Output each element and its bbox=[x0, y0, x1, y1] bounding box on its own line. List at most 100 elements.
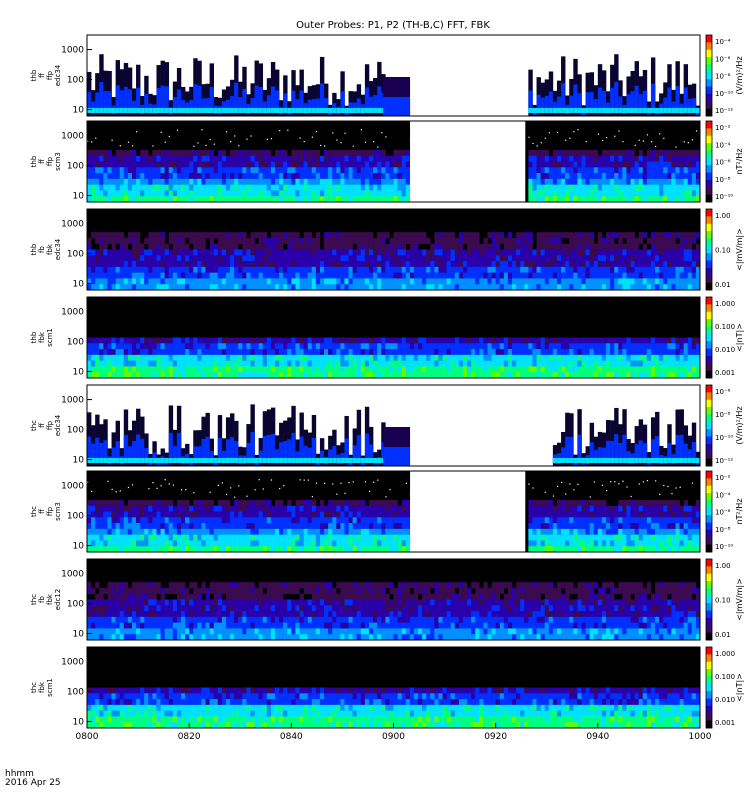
panel-4: 10 100 1000 thb fbk scm1 bbox=[30, 296, 701, 379]
colorbar-label: <|mV/m|> bbox=[735, 228, 744, 271]
panel-3: 10 100 1000 thb fb fbk edc34 bbox=[30, 208, 701, 291]
colorbar-tick-label: 0.10 bbox=[715, 597, 731, 605]
x-tick-label: 0840 bbox=[280, 732, 303, 742]
y-axis-label: ff bbox=[38, 159, 46, 164]
colorbar-tick-label: 0.100 bbox=[715, 323, 735, 331]
colorbar-tick-label: 10⁻⁴ bbox=[715, 141, 731, 149]
y-axis-label: thb bbox=[30, 69, 38, 81]
y-axis-label: thc bbox=[30, 420, 38, 431]
y-tick-label: 100 bbox=[67, 512, 84, 522]
colorbar-tick-label: 10⁻¹² bbox=[715, 457, 733, 465]
panel-7: 10 100 1000 thc fb fbk edc12 bbox=[30, 558, 701, 641]
y-tick-label: 10 bbox=[73, 630, 85, 640]
y-tick-label: 100 bbox=[67, 426, 84, 436]
x-tick-label: 0920 bbox=[484, 732, 507, 742]
y-axis-label: ffp bbox=[46, 506, 54, 516]
x-tick-label: 0800 bbox=[76, 732, 99, 742]
x-tick-label: 0940 bbox=[586, 732, 609, 742]
colorbar-4: 1.000 0.100 0.010 0.001 <|nT|> bbox=[705, 296, 744, 379]
colorbar-tick-label: 1.000 bbox=[715, 650, 735, 658]
y-axis-label: ff bbox=[38, 423, 46, 428]
y-tick-label: 10 bbox=[73, 368, 85, 378]
y-tick-label: 1000 bbox=[61, 482, 84, 492]
y-axis-label: scm1 bbox=[46, 328, 54, 347]
y-axis-label: thb bbox=[30, 331, 38, 343]
colorbar-tick-label: 10⁻⁴ bbox=[715, 491, 731, 499]
y-axis-label: fbk bbox=[38, 681, 46, 693]
y-tick-label: 1000 bbox=[61, 46, 84, 56]
panel-6: 10 100 1000 thc ff ffp scm3 bbox=[30, 470, 701, 553]
colorbar-tick-label: 1.00 bbox=[715, 212, 731, 220]
colorbar-tick-label: 10⁻⁸ bbox=[715, 73, 731, 81]
colorbar-tick-label: 10⁻⁸ bbox=[715, 526, 731, 534]
y-axis-label: thb bbox=[30, 155, 38, 167]
y-axis-label: scm3 bbox=[54, 502, 62, 521]
y-tick-label: 1000 bbox=[61, 308, 84, 318]
colorbar-tick-label: 0.01 bbox=[715, 631, 731, 639]
colorbar-label: <|mV/m|> bbox=[735, 578, 744, 621]
y-tick-label: 1000 bbox=[61, 220, 84, 230]
y-axis-label: edc34 bbox=[54, 64, 62, 86]
y-axis-label: edc34 bbox=[54, 414, 62, 436]
x-tick-label: 0900 bbox=[382, 732, 405, 742]
colorbar-tick-label: 0.010 bbox=[715, 696, 735, 704]
colorbar-tick-label: 10⁻⁴ bbox=[715, 38, 731, 46]
y-axis-label: fb bbox=[38, 245, 46, 252]
y-axis-label: thc bbox=[30, 594, 38, 605]
colorbar-tick-label: 0.001 bbox=[715, 369, 735, 377]
colorbar-label: (V/m)²/Hz bbox=[735, 56, 744, 94]
y-tick-label: 1000 bbox=[61, 396, 84, 406]
colorbar-tick-label: 10⁻¹⁰ bbox=[715, 543, 733, 551]
colorbar-3: 1.00 0.10 0.01 <|mV/m|> bbox=[705, 208, 744, 291]
colorbar-tick-label: 1.00 bbox=[715, 562, 731, 570]
colorbar-tick-label: 0.100 bbox=[715, 673, 735, 681]
y-tick-label: 10 bbox=[73, 192, 85, 202]
colorbar-tick-label: 10⁻⁶ bbox=[715, 55, 731, 63]
colorbar-label: nT²/Hz bbox=[735, 148, 744, 174]
y-axis-label: ff bbox=[38, 509, 46, 514]
colorbar-label: <|nT|> bbox=[735, 323, 744, 352]
panel-1: 10 100 1000 thb ff ffp edc34 bbox=[30, 34, 701, 117]
colorbar-tick-label: 0.01 bbox=[715, 281, 731, 289]
colorbar-7: 1.00 0.10 0.01 <|mV/m|> bbox=[705, 558, 744, 641]
y-axis-label: scm3 bbox=[54, 152, 62, 171]
y-tick-label: 100 bbox=[67, 162, 84, 172]
colorbar-tick-label: 10⁻¹⁰ bbox=[715, 193, 733, 201]
y-tick-label: 10 bbox=[73, 456, 85, 466]
y-tick-label: 10 bbox=[73, 718, 85, 728]
colorbar-tick-label: 0.010 bbox=[715, 346, 735, 354]
y-axis-label: fbk bbox=[46, 593, 54, 605]
y-axis-label: fb bbox=[38, 595, 46, 602]
colorbar-tick-label: 0.001 bbox=[715, 719, 735, 727]
y-axis-label: fbk bbox=[46, 243, 54, 255]
colorbar-6: 10⁻² 10⁻⁴ 10⁻⁶ 10⁻⁸ 10⁻¹⁰ nT²/Hz bbox=[705, 470, 744, 553]
colorbar-tick-label: 0.10 bbox=[715, 247, 731, 255]
colorbar-label: (V/m)²/Hz bbox=[735, 406, 744, 444]
time-format-label: hhmm bbox=[5, 769, 34, 779]
y-axis-label: scm1 bbox=[46, 678, 54, 697]
panel-2: 10 100 1000 thb ff ffp scm3 bbox=[30, 120, 701, 203]
y-axis-label: thc bbox=[30, 682, 38, 693]
y-tick-label: 100 bbox=[67, 250, 84, 260]
y-axis-label: thb bbox=[30, 243, 38, 255]
colorbar-tick-label: 10⁻¹⁰ bbox=[715, 434, 733, 442]
y-tick-label: 100 bbox=[67, 688, 84, 698]
y-tick-label: 10 bbox=[73, 280, 85, 290]
chart-title: Outer Probes: P1, P2 (TH-B,C) FFT, FBK bbox=[296, 20, 490, 31]
colorbar-tick-label: 10⁻⁶ bbox=[715, 509, 731, 517]
colorbar-tick-label: 10⁻² bbox=[715, 474, 731, 482]
colorbar-tick-label: 1.000 bbox=[715, 300, 735, 308]
y-axis-label: edc34 bbox=[54, 238, 62, 260]
y-tick-label: 1000 bbox=[61, 658, 84, 668]
colorbar-2: 10⁻² 10⁻⁴ 10⁻⁶ 10⁻⁸ 10⁻¹⁰ nT²/Hz bbox=[705, 120, 744, 203]
y-tick-label: 1000 bbox=[61, 570, 84, 580]
y-axis-label: edc12 bbox=[54, 589, 62, 611]
y-tick-label: 10 bbox=[73, 542, 85, 552]
y-tick-label: 100 bbox=[67, 338, 84, 348]
colorbar-5: 10⁻⁶ 10⁻⁸ 10⁻¹⁰ 10⁻¹² (V/m)²/Hz bbox=[705, 384, 744, 467]
colorbar-label: <|nT|> bbox=[735, 673, 744, 702]
y-tick-label: 100 bbox=[67, 600, 84, 610]
y-axis-label: ffp bbox=[46, 156, 54, 166]
colorbar-tick-label: 10⁻¹⁰ bbox=[715, 90, 733, 98]
